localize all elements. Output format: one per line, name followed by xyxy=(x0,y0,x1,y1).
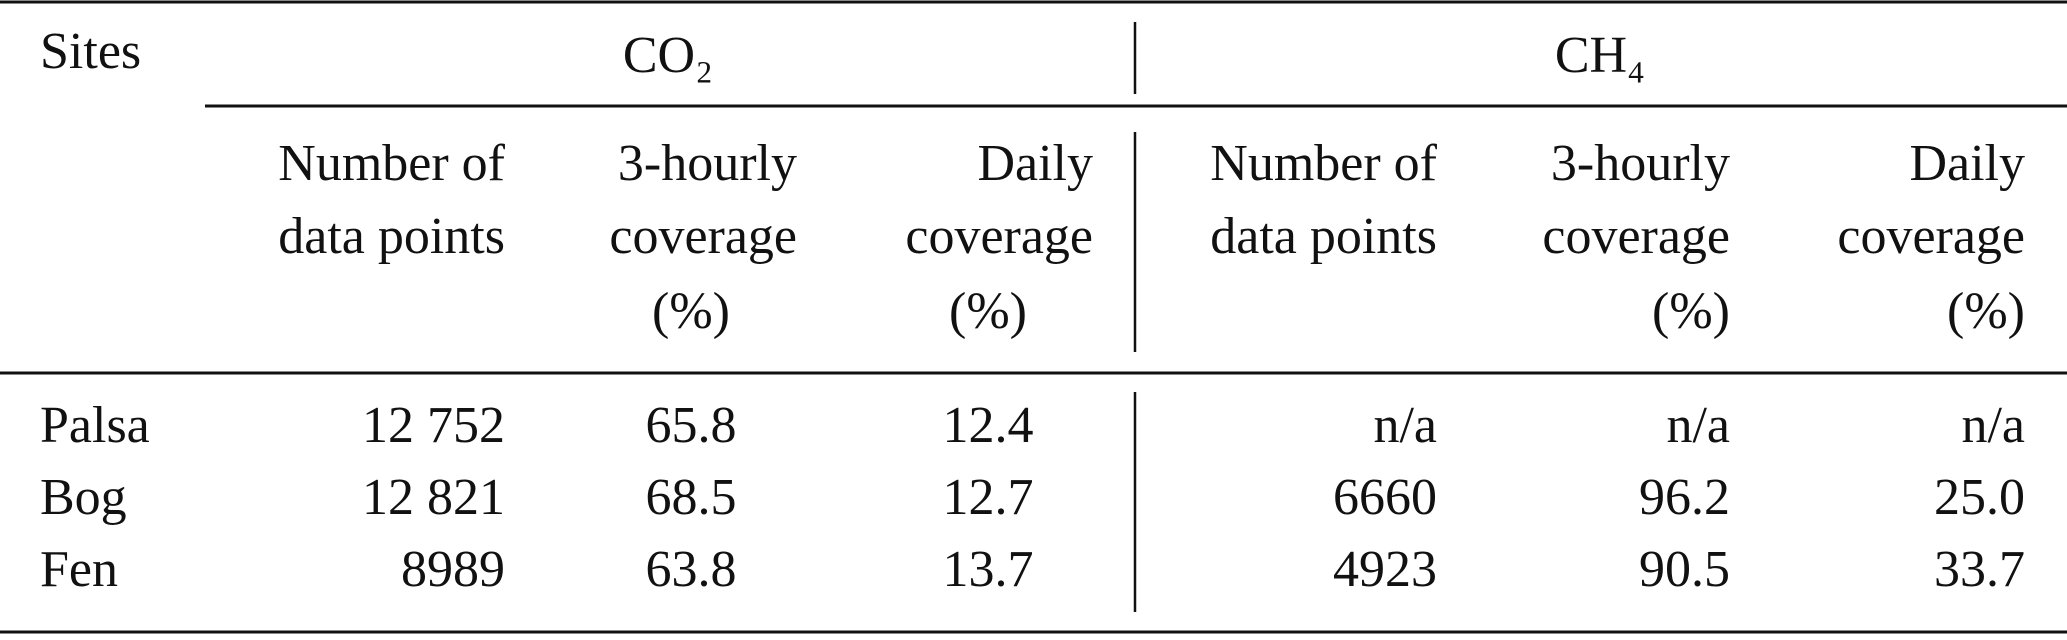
column-header: coverage xyxy=(609,208,797,265)
cell: 96.2 xyxy=(1639,469,1730,526)
column-header: Daily xyxy=(1909,135,2025,192)
cell: 6660 xyxy=(1333,469,1437,526)
site-name: Palsa xyxy=(40,397,150,454)
cell: 12.4 xyxy=(943,397,1034,454)
column-header: coverage xyxy=(1542,208,1730,265)
cell: 90.5 xyxy=(1639,541,1730,598)
cell: n/a xyxy=(1666,397,1730,454)
cell: 68.5 xyxy=(646,469,737,526)
column-header: Number of xyxy=(278,135,505,192)
column-header: coverage xyxy=(1837,208,2025,265)
column-header: (%) xyxy=(1652,283,1730,340)
site-name: Fen xyxy=(40,541,118,598)
column-header: (%) xyxy=(1947,283,2025,340)
cell: 12 752 xyxy=(362,397,505,454)
cell: 12.7 xyxy=(943,469,1034,526)
cell: 63.8 xyxy=(646,541,737,598)
group-header: CO₂ xyxy=(623,27,713,84)
column-header: Number of xyxy=(1210,135,1437,192)
sites-header: Sites xyxy=(40,23,141,80)
cell: n/a xyxy=(1373,397,1437,454)
column-header: (%) xyxy=(949,283,1027,340)
cell: 12 821 xyxy=(362,469,505,526)
cell: 8989 xyxy=(401,541,505,598)
column-header: data points xyxy=(278,208,505,265)
column-header: data points xyxy=(1210,208,1437,265)
cell: 65.8 xyxy=(646,397,737,454)
column-header: 3-hourly xyxy=(618,135,797,192)
site-name: Bog xyxy=(40,469,127,526)
column-header: Daily xyxy=(977,135,1093,192)
column-header: coverage xyxy=(905,208,1093,265)
group-header: CH₄ xyxy=(1555,27,1645,84)
cell: 25.0 xyxy=(1934,469,2025,526)
cell: 13.7 xyxy=(943,541,1034,598)
column-header: 3-hourly xyxy=(1551,135,1730,192)
cell: 33.7 xyxy=(1934,541,2025,598)
column-header: (%) xyxy=(652,283,730,340)
cell: 4923 xyxy=(1333,541,1437,598)
cell: n/a xyxy=(1961,397,2025,454)
